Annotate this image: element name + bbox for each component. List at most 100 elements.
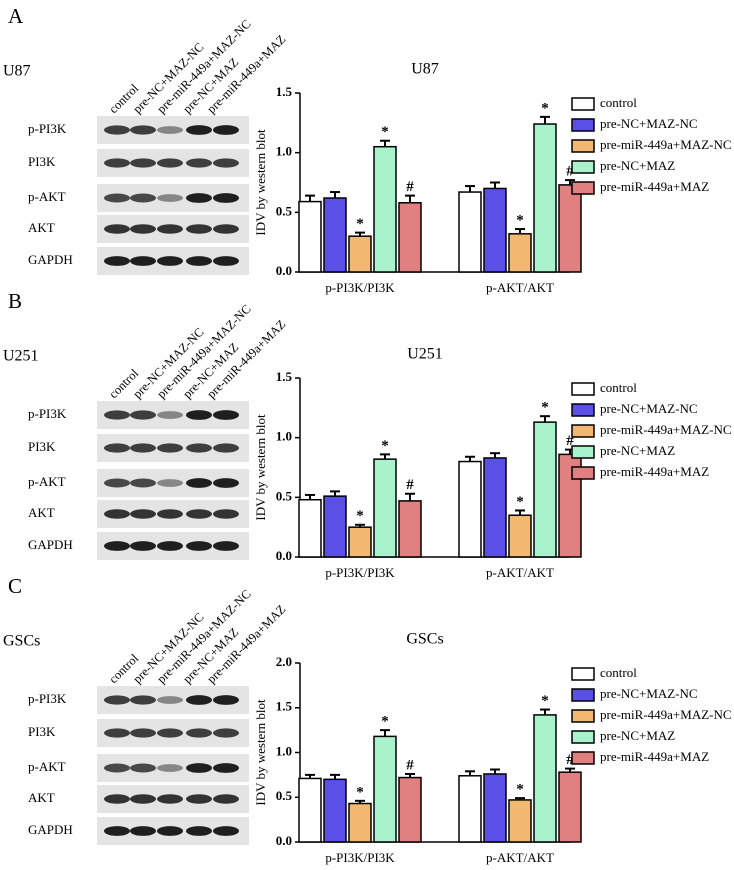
row-label: p-AKT <box>28 759 66 774</box>
blot-band <box>213 728 239 738</box>
significance-marker: * <box>381 438 389 454</box>
blot-band <box>104 541 130 551</box>
legend-label: pre-miR-449a+MAZ-NC <box>600 422 732 437</box>
blot-band <box>130 794 156 804</box>
y-tick-label: 0.5 <box>276 488 293 503</box>
legend-swatch <box>571 139 595 153</box>
legend-label: pre-miR-449a+MAZ <box>600 179 709 194</box>
legend-swatch <box>571 403 595 417</box>
blot-band <box>130 763 156 773</box>
blot-band <box>186 125 212 135</box>
blot-band <box>157 443 183 453</box>
bar <box>483 187 507 273</box>
blot-band <box>186 193 212 203</box>
row-label: AKT <box>28 505 55 520</box>
blot-band <box>186 158 212 168</box>
x-tick-label: p-PI3K/PI3K <box>325 850 395 865</box>
bar <box>348 526 372 558</box>
bar <box>533 123 557 273</box>
bar <box>458 191 482 273</box>
bar <box>458 460 482 558</box>
blot-band <box>186 794 212 804</box>
significance-marker: * <box>356 784 364 800</box>
blot-band <box>130 193 156 203</box>
y-tick-label: 1.0 <box>276 429 292 444</box>
blot-band <box>104 410 130 420</box>
blot-band <box>213 443 239 453</box>
legend-swatch <box>571 382 595 396</box>
row-label: p-PI3K <box>28 121 67 136</box>
bar <box>533 421 557 558</box>
blot-band <box>130 826 156 836</box>
y-tick-label: 0.0 <box>276 833 292 848</box>
panel-label: A <box>8 4 24 28</box>
y-tick-label: 0.0 <box>276 263 292 278</box>
cell-line: U251 <box>3 348 39 365</box>
y-tick-label: 0.5 <box>276 203 293 218</box>
cell-line: GSCs <box>3 633 40 650</box>
chart: GSCs IDV by western blot 0.0 0.5 1.0 1.5 2.0 p-… <box>253 631 732 865</box>
blot-band <box>213 695 239 705</box>
blot-band <box>104 763 130 773</box>
significance-marker: * <box>541 100 549 116</box>
legend-label: control <box>600 380 637 395</box>
bar <box>533 714 557 843</box>
blot-band <box>213 794 239 804</box>
blot-band <box>104 256 130 266</box>
y-tick-label: 1.5 <box>276 369 293 384</box>
blot-band <box>213 410 239 420</box>
blot-band <box>186 541 212 551</box>
row-label: GAPDH <box>28 537 73 552</box>
row-label: p-PI3K <box>28 406 67 421</box>
significance-marker: * <box>541 400 549 416</box>
blot-band <box>130 410 156 420</box>
significance-marker: # <box>566 433 574 449</box>
bar <box>298 777 322 843</box>
legend-label: pre-miR-449a+MAZ-NC <box>600 137 732 152</box>
bar <box>508 233 532 273</box>
significance-marker: # <box>406 477 414 493</box>
bar <box>508 799 532 843</box>
legend-label: pre-NC+MAZ <box>600 728 675 743</box>
row-label: GAPDH <box>28 822 73 837</box>
bar <box>483 773 507 843</box>
chart: U87 IDV by western blot 0.0 0.5 1.0 1.5 p-PI3K… <box>253 61 732 295</box>
row-label: PI3K <box>28 439 56 454</box>
panel-label: C <box>8 574 22 598</box>
blot-band <box>186 256 212 266</box>
significance-marker: * <box>516 782 524 798</box>
bar <box>298 498 322 558</box>
y-axis-label: IDV by western blot <box>253 129 268 236</box>
blot-band <box>104 826 130 836</box>
blot-band <box>157 256 183 266</box>
bar <box>483 457 507 558</box>
blot-band <box>213 763 239 773</box>
panel-label: B <box>8 289 22 313</box>
panel: CGSCscontrolpre-NC+MAZ-NCpre-miR-449a+MA… <box>3 574 288 845</box>
y-tick-label: 1.0 <box>276 144 292 159</box>
y-tick-label: 2.0 <box>276 654 292 669</box>
blot-band <box>104 509 130 519</box>
legend-swatch <box>571 118 595 132</box>
blot-band <box>104 443 130 453</box>
row-label: PI3K <box>28 154 56 169</box>
blot-band <box>213 509 239 519</box>
blot-band <box>186 763 212 773</box>
blot-band <box>157 509 183 519</box>
chart-title: U87 <box>411 61 439 78</box>
significance-marker: * <box>541 693 549 709</box>
blot-band <box>130 158 156 168</box>
bar <box>373 735 397 843</box>
y-tick-label: 0.5 <box>276 788 293 803</box>
x-tick-label: p-PI3K/PI3K <box>325 565 395 580</box>
significance-marker: * <box>516 494 524 510</box>
y-tick-label: 1.5 <box>276 699 293 714</box>
blot-band <box>213 541 239 551</box>
blot-band <box>186 509 212 519</box>
significance-marker: # <box>566 164 574 180</box>
blot-band <box>213 193 239 203</box>
bar <box>323 778 347 843</box>
row-label: p-AKT <box>28 189 66 204</box>
legend-swatch <box>571 466 595 480</box>
